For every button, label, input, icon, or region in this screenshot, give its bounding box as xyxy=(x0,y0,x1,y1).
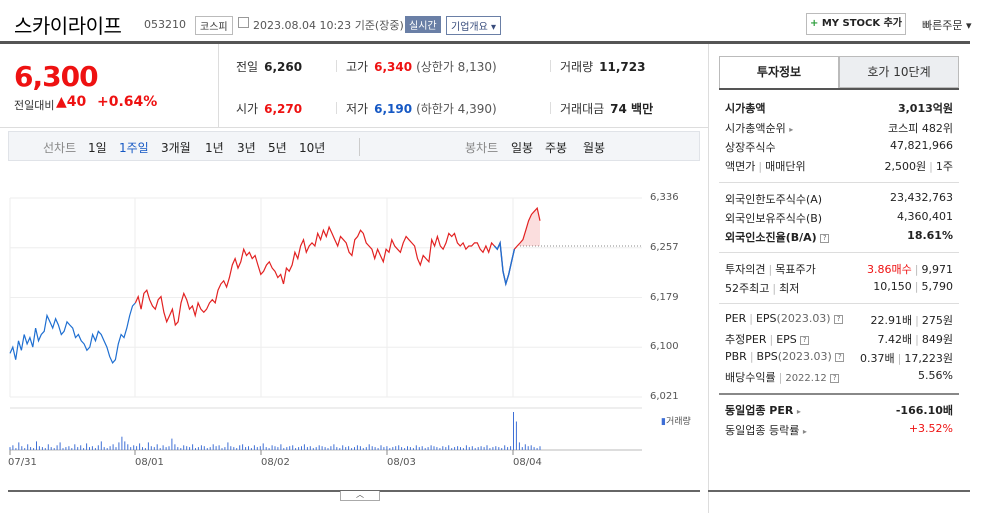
x-tick: 08/01 xyxy=(135,457,164,468)
live-badge: 실시간 xyxy=(405,16,441,33)
stock-header: 스카이라이프 053210 코스피 2023.08.04 10:23 기준(장중… xyxy=(0,0,993,44)
open-price: 시가 6,270 xyxy=(236,102,303,116)
price-line-up xyxy=(134,206,541,327)
y-tick: 6,179 xyxy=(650,292,679,303)
price-change: ▲40 xyxy=(56,94,87,110)
quote-summary: 6,300 전일대비 ▲40 +0.64% 전일 6,260 고가 6,340 (상한… xyxy=(0,44,708,128)
info-row: 외국인보유주식수(B) 4,360,401 xyxy=(725,210,953,225)
change-label: 전일대비 xyxy=(14,99,55,112)
info-row[interactable]: 동일업종 등락률 ▸ +3.52% xyxy=(725,422,953,437)
period-3m[interactable]: 3개월 xyxy=(161,141,191,155)
low-price: 저가 6,190 (하한가 4,390) xyxy=(346,102,497,116)
tab-invest-info[interactable]: 투자정보 xyxy=(719,56,839,88)
candle-monthly[interactable]: 월봉 xyxy=(583,141,606,155)
info-row: 외국인한도주식수(A) 23,432,763 xyxy=(725,191,953,206)
x-tick: 08/04 xyxy=(513,457,542,468)
y-tick: 6,336 xyxy=(650,192,679,203)
info-row: 배당수익률 | 2022.12 ? 5.56% xyxy=(725,369,953,384)
plus-icon: + xyxy=(809,18,819,29)
stock-name: 스카이라이프 xyxy=(14,14,122,38)
info-row: 투자의견 | 목표주가 3.86매수 | 9,971 xyxy=(725,263,953,276)
quick-order-button[interactable]: 빠른주문 ▾ xyxy=(922,19,972,32)
info-row: 외국인소진율(B/A) ? 18.61% xyxy=(725,229,953,244)
x-tick: 08/03 xyxy=(387,457,416,468)
today-down-segment xyxy=(493,240,516,287)
market-badge: 코스피 xyxy=(195,16,233,35)
stock-code: 053210 xyxy=(144,18,186,31)
arrow-right-icon: ▸ xyxy=(796,407,801,416)
chevron-down-icon: ▾ xyxy=(491,22,497,33)
y-tick: 6,257 xyxy=(650,242,679,253)
y-tick: 6,100 xyxy=(650,341,679,352)
line-chart-label: 선차트 xyxy=(43,141,77,155)
trade-value: 거래대금 74 백만 xyxy=(560,102,654,116)
info-row: 액면가 | 매매단위 2,500원 | 1주 xyxy=(725,160,953,173)
calendar-icon xyxy=(238,17,249,28)
help-icon[interactable]: ? xyxy=(834,314,844,324)
info-row[interactable]: 동일업종 PER ▸ -166.10배 xyxy=(725,404,953,417)
help-icon[interactable]: ? xyxy=(800,335,810,345)
period-1y[interactable]: 1년 xyxy=(205,141,224,155)
today-up-fill xyxy=(517,208,540,246)
current-price: 6,300 xyxy=(14,60,99,93)
period-10y[interactable]: 10년 xyxy=(299,141,326,155)
info-row: 52주최고 | 최저 10,150 | 5,790 xyxy=(725,280,953,295)
candle-daily[interactable]: 일봉 xyxy=(511,141,534,155)
header-divider xyxy=(0,41,970,44)
help-icon[interactable]: ? xyxy=(820,233,830,243)
panel-bottom-divider xyxy=(708,490,970,492)
change-percent: +0.64% xyxy=(97,94,158,110)
company-overview-button[interactable]: 기업개요 ▾ xyxy=(446,16,502,35)
candle-weekly[interactable]: 주봉 xyxy=(545,141,568,155)
up-triangle-icon: ▲ xyxy=(56,94,67,110)
x-tick: 08/02 xyxy=(261,457,290,468)
chevron-down-icon: ▾ xyxy=(965,19,972,32)
x-tick: 07/31 xyxy=(8,457,37,468)
info-row[interactable]: 시가총액순위 ▸ 코스피 482위 xyxy=(725,122,953,135)
help-icon[interactable]: ? xyxy=(830,373,840,383)
period-5y[interactable]: 5년 xyxy=(268,141,287,155)
period-1d[interactable]: 1일 xyxy=(88,141,107,155)
arrow-right-icon: ▸ xyxy=(789,125,794,134)
help-icon[interactable]: ? xyxy=(835,352,845,362)
tab-orderbook[interactable]: 호가 10단계 xyxy=(839,56,959,88)
info-row: PBR | BPS(2023.03) ? 0.37배 | 17,223원 xyxy=(725,350,953,365)
volume: 거래량 11,723 xyxy=(560,60,646,74)
info-row: 시가총액 3,013억원 xyxy=(725,102,953,115)
period-3y[interactable]: 3년 xyxy=(237,141,256,155)
period-1w[interactable]: 1주일 xyxy=(119,141,149,155)
candle-chart-label: 봉차트 xyxy=(465,141,499,155)
volume-legend: ▮거래량 xyxy=(661,417,691,427)
arrow-right-icon: ▸ xyxy=(802,427,807,436)
invest-info-panel: 투자정보 호가 10단계 시가총액 3,013억원 시가총액순위 ▸ 코스피 482… xyxy=(708,44,970,513)
price-line-down xyxy=(9,302,136,364)
quote-datetime: 2023.08.04 10:23 기준(장중) xyxy=(253,19,404,32)
mystock-add-button[interactable]: + MY STOCK 추가 xyxy=(806,13,906,35)
y-tick: 6,021 xyxy=(650,391,679,402)
prev-close: 전일 6,260 xyxy=(236,60,303,74)
info-row: 추정PER | EPS ? 7.42배 | 849원 xyxy=(725,333,953,346)
info-row: PER | EPS(2023.03) ? 22.91배 | 275원 xyxy=(725,312,953,327)
chart-period-bar: 선차트 1일 1주일 3개월 1년 3년 5년 10년 봉차트 일봉 주봉 월봉 xyxy=(8,131,700,161)
chart-collapse-toggle[interactable]: ︿ xyxy=(340,491,380,501)
high-price: 고가 6,340 (상한가 8,130) xyxy=(346,60,497,74)
info-row: 상장주식수 47,821,966 xyxy=(725,139,953,154)
